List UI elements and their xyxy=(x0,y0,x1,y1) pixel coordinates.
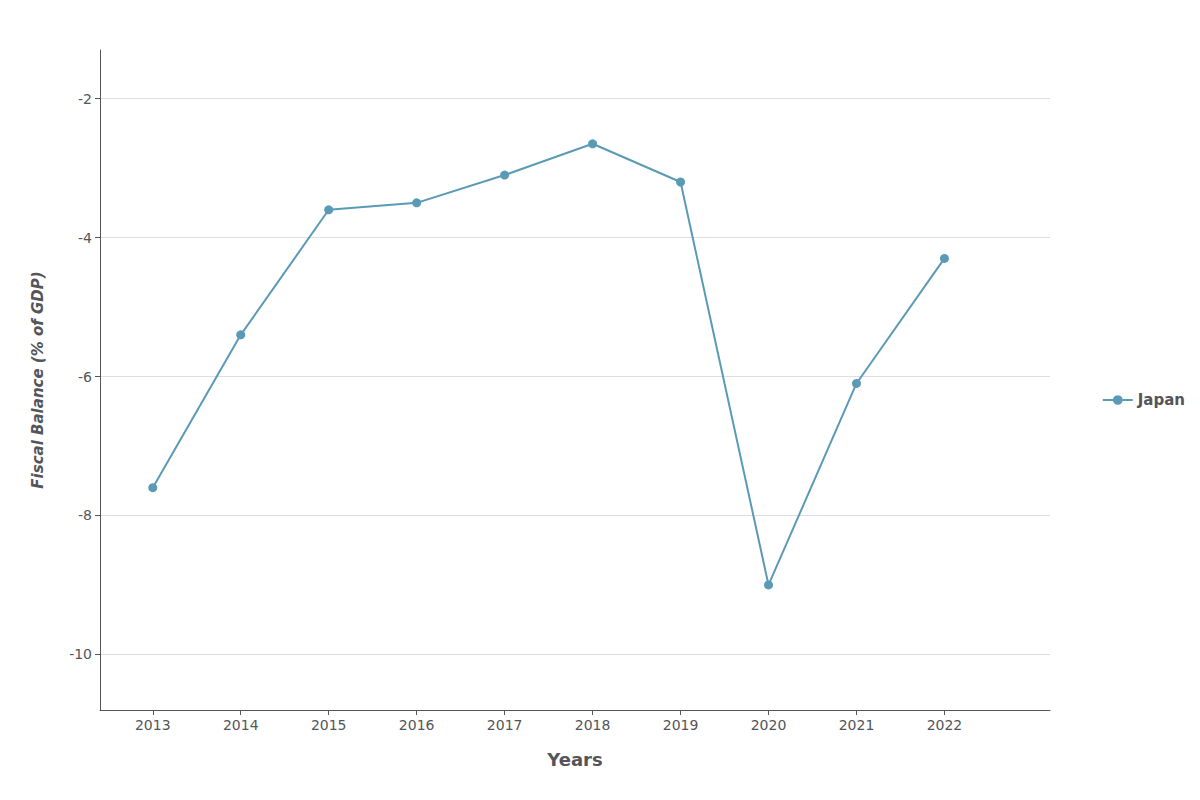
svg-text:2021: 2021 xyxy=(839,717,875,733)
svg-text:-2: -2 xyxy=(78,91,92,107)
svg-text:2014: 2014 xyxy=(223,717,259,733)
svg-text:2013: 2013 xyxy=(135,717,171,733)
svg-text:-6: -6 xyxy=(78,369,92,385)
svg-text:2016: 2016 xyxy=(399,717,435,733)
svg-text:Years: Years xyxy=(546,749,602,770)
svg-text:2017: 2017 xyxy=(487,717,523,733)
svg-text:-10: -10 xyxy=(69,646,92,662)
svg-text:2022: 2022 xyxy=(927,717,963,733)
svg-text:2019: 2019 xyxy=(663,717,699,733)
svg-text:2015: 2015 xyxy=(311,717,347,733)
svg-text:-4: -4 xyxy=(78,230,92,246)
svg-text:Japan: Japan xyxy=(1137,391,1185,409)
svg-text:Fiscal Balance (% of GDP): Fiscal Balance (% of GDP) xyxy=(29,271,47,488)
svg-text:2020: 2020 xyxy=(751,717,787,733)
svg-text:2018: 2018 xyxy=(575,717,611,733)
svg-text:-8: -8 xyxy=(78,507,92,523)
